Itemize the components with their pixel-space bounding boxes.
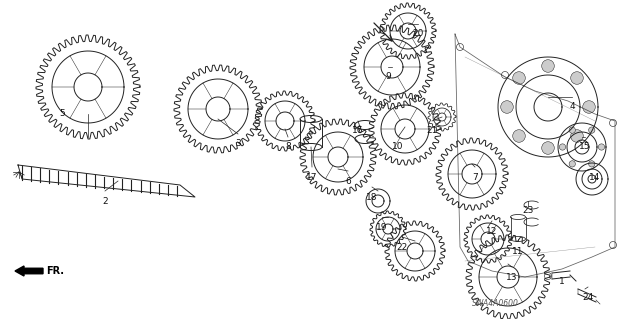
Text: 17: 17 [307, 173, 317, 182]
Text: 24: 24 [582, 293, 594, 301]
Circle shape [559, 144, 566, 150]
FancyArrow shape [15, 266, 43, 276]
Circle shape [569, 161, 575, 167]
Text: 10: 10 [392, 143, 404, 152]
Circle shape [513, 130, 525, 142]
Text: 15: 15 [579, 143, 591, 152]
Text: SWA4A0600: SWA4A0600 [472, 299, 518, 308]
Circle shape [541, 60, 554, 72]
Text: 16: 16 [352, 127, 364, 136]
Text: 7: 7 [472, 173, 478, 182]
Text: 19: 19 [376, 222, 388, 232]
Circle shape [589, 161, 595, 167]
Circle shape [513, 72, 525, 84]
Text: 14: 14 [589, 173, 601, 182]
Text: 3: 3 [235, 139, 241, 149]
Text: 23: 23 [522, 206, 534, 216]
Text: 18: 18 [366, 192, 378, 202]
Text: 22: 22 [396, 242, 408, 251]
Circle shape [569, 127, 575, 133]
Text: 12: 12 [486, 226, 498, 235]
Circle shape [571, 130, 583, 142]
Text: 5: 5 [59, 109, 65, 118]
Text: 4: 4 [569, 102, 575, 112]
Text: 21: 21 [426, 127, 438, 136]
Circle shape [582, 101, 595, 113]
Text: 1: 1 [559, 277, 565, 286]
Circle shape [571, 72, 583, 84]
Text: 6: 6 [345, 176, 351, 186]
Text: 8: 8 [285, 143, 291, 152]
Circle shape [500, 101, 513, 113]
Text: 9: 9 [385, 72, 391, 81]
Text: 13: 13 [506, 272, 518, 281]
Circle shape [589, 127, 595, 133]
Text: 2: 2 [102, 197, 108, 205]
Text: 20: 20 [412, 29, 424, 39]
Text: 11: 11 [512, 247, 524, 256]
Text: FR.: FR. [46, 266, 64, 276]
Circle shape [598, 144, 605, 150]
Circle shape [541, 142, 554, 154]
